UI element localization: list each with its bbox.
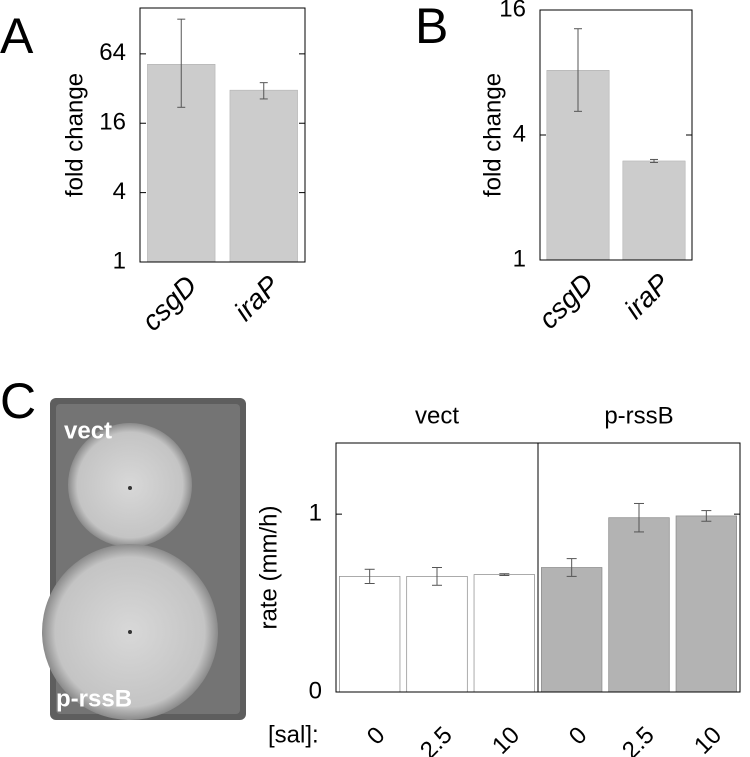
- y-tick-label: 4: [113, 178, 126, 205]
- group-label: vect: [415, 402, 459, 429]
- y-tick-label: 1: [309, 499, 322, 526]
- colony: [68, 423, 192, 547]
- bar: [406, 576, 468, 693]
- photo-label: p-rssB: [56, 685, 132, 712]
- plate-photo: vect p-rssB: [42, 398, 246, 720]
- plot-frame: [335, 442, 741, 693]
- y-tick-label: 0: [309, 677, 322, 704]
- plot-frame: [139, 7, 306, 263]
- photo-label: vect: [64, 417, 112, 444]
- panel-label: C: [0, 373, 36, 429]
- y-tick-label: 64: [99, 39, 126, 66]
- bar: [608, 517, 670, 693]
- x-tick-label: csgD: [136, 270, 203, 337]
- x-tick-label: 2.5: [617, 722, 660, 757]
- panel-label: B: [415, 0, 448, 54]
- y-axis-label: fold change: [479, 73, 506, 197]
- x-tick-label: iraP: [228, 269, 285, 326]
- bar: [339, 576, 401, 693]
- y-tick-label: 16: [99, 109, 126, 136]
- inoculation-point: [128, 630, 132, 634]
- inoculation-point: [128, 486, 132, 490]
- bar: [675, 515, 737, 693]
- bar: [473, 574, 535, 693]
- bar: [229, 89, 298, 263]
- bar: [622, 160, 686, 261]
- x-tick-label: 2.5: [415, 722, 458, 757]
- x-axis-label: [sal]:: [268, 721, 319, 748]
- y-tick-label: 16: [499, 0, 526, 22]
- x-tick-label: iraP: [618, 267, 675, 324]
- x-tick-label: csgD: [532, 268, 599, 335]
- bar: [541, 567, 603, 693]
- y-tick-label: 1: [113, 247, 126, 274]
- y-tick-label: 1: [513, 245, 526, 272]
- x-tick-label: 0: [362, 722, 391, 751]
- x-tick-label: 0: [564, 722, 593, 751]
- panel-label: A: [0, 8, 34, 64]
- plot-frame: [539, 9, 693, 261]
- x-tick-label: 10: [487, 722, 525, 757]
- x-tick-label: 10: [689, 722, 727, 757]
- y-axis-label: fold change: [61, 73, 88, 197]
- y-tick-label: 4: [513, 120, 526, 147]
- y-axis-label: rate (mm/h): [255, 505, 282, 629]
- group-label: p-rssB: [604, 402, 673, 429]
